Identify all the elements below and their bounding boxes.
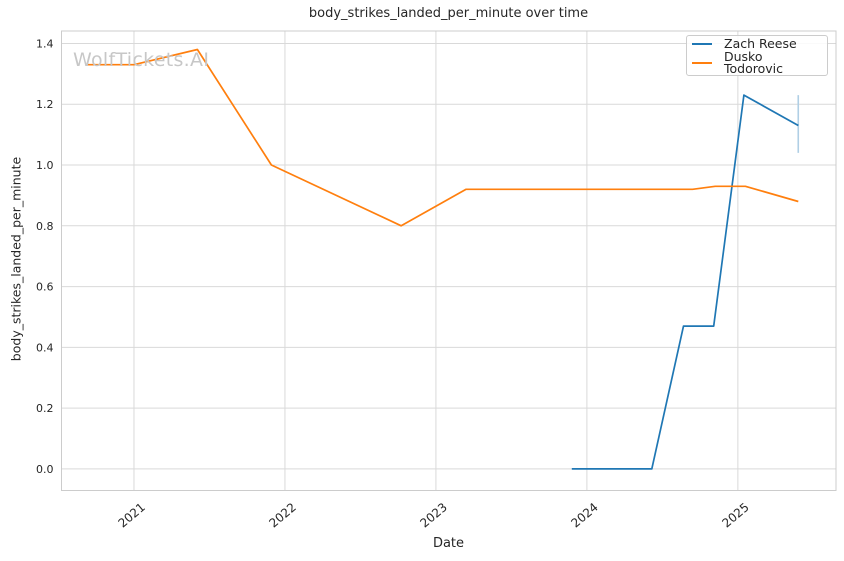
legend-item-zach-reese: Zach Reese	[692, 36, 821, 51]
y-tick-label: 0.6	[36, 281, 54, 294]
y-tick-label: 1.0	[36, 159, 54, 172]
legend-line-sample	[692, 62, 712, 64]
x-tick-label: 2024	[568, 500, 600, 530]
legend-line-sample	[692, 43, 712, 46]
y-tick-label: 0.4	[36, 341, 54, 354]
legend-label: Zach Reese	[724, 36, 797, 51]
series-line-zach-reese	[571, 94, 799, 470]
legend-item-dusko-todorovic: Dusko Todorovic	[692, 48, 821, 76]
legend-label: Dusko Todorovic	[724, 48, 783, 76]
y-tick-label: 1.4	[36, 37, 54, 50]
y-tick-label: 0.8	[36, 220, 54, 233]
y-tick-label: 0.2	[36, 402, 54, 415]
legend: Zach Reese Dusko Todorovic	[686, 35, 828, 76]
plot-border	[61, 30, 837, 491]
x-tick-label: 2025	[719, 500, 751, 530]
x-tick-label: 2023	[417, 500, 449, 530]
series-line-dusko-todorovic	[85, 48, 799, 227]
y-axis-label: body_strikes_landed_per_minute	[8, 156, 24, 362]
x-tick-label: 2022	[266, 500, 298, 530]
chart-title: body_strikes_landed_per_minute over time	[308, 6, 589, 21]
y-tick-label: 0.0	[36, 463, 54, 476]
y-tick-label: 1.2	[36, 98, 54, 111]
watermark: WolfTickets.AI	[73, 49, 210, 71]
x-axis-label: Date	[432, 536, 465, 551]
x-tick-label: 2021	[115, 500, 147, 530]
